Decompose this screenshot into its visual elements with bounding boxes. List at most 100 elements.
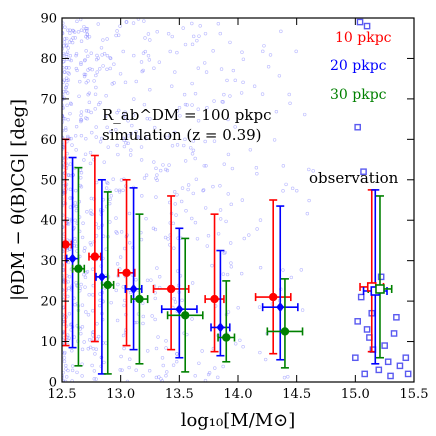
background-point [127, 211, 132, 216]
background-point [121, 114, 126, 118]
background-point [74, 124, 79, 129]
background-point [201, 188, 206, 192]
background-point [84, 310, 88, 314]
background-point [204, 70, 209, 74]
background-point [228, 40, 232, 45]
background-point [124, 20, 129, 24]
background-point [142, 19, 146, 23]
background-point [94, 377, 98, 381]
background-point [172, 297, 176, 301]
background-point [186, 183, 191, 187]
background-point [121, 136, 126, 141]
background-point [63, 116, 67, 121]
background-point [91, 347, 96, 351]
background-point [212, 99, 216, 103]
background-point [174, 359, 179, 364]
background-point [197, 361, 201, 365]
background-point [157, 375, 161, 379]
background-point [62, 236, 66, 241]
background-point [170, 34, 174, 39]
background-point [115, 231, 119, 235]
error-bar-20pkpc [160, 227, 198, 359]
background-point [72, 335, 77, 339]
background-point [191, 148, 196, 153]
background-point [63, 37, 67, 41]
background-point [139, 60, 144, 64]
background-point [233, 78, 237, 83]
data-point-30pkpc [135, 294, 144, 304]
background-point [62, 359, 67, 364]
background-point [164, 346, 168, 350]
background-point [115, 29, 119, 33]
background-point [123, 110, 127, 114]
background-point [70, 379, 74, 382]
background-point [131, 21, 136, 25]
y-axis-title: |θDM − θ(B)CG| [deg] [8, 99, 29, 301]
background-point [305, 211, 310, 216]
background-point [160, 379, 164, 382]
background-point [229, 202, 233, 207]
background-point [141, 68, 145, 73]
x-tick-label: 13.5 [165, 387, 194, 402]
background-point [119, 354, 123, 359]
background-point [274, 109, 279, 114]
observation-label: observation [309, 169, 399, 187]
background-point [79, 28, 84, 32]
background-point [68, 111, 72, 116]
background-point [200, 349, 204, 353]
background-point [165, 370, 169, 374]
background-point [82, 72, 87, 77]
background-point [84, 34, 88, 39]
background-point [62, 213, 65, 217]
observation-point [377, 273, 385, 281]
background-point [156, 335, 160, 339]
background-point [131, 113, 136, 117]
annotation-simulation: simulation (z = 0.39) [102, 126, 262, 144]
background-point [92, 79, 96, 83]
background-point [79, 119, 83, 124]
background-point [83, 275, 88, 280]
background-point [89, 51, 93, 55]
background-point [119, 230, 124, 234]
background-point [135, 320, 139, 325]
background-point [65, 103, 69, 108]
x-axis-ticks: 12.5 13.0 13.5 14.0 14.5 15.0 15.5 [48, 18, 428, 402]
background-point [193, 220, 198, 225]
background-point [173, 130, 177, 135]
background-point [236, 306, 240, 310]
background-point [98, 100, 102, 105]
background-point [134, 368, 138, 372]
background-point [64, 89, 68, 94]
background-point [108, 66, 112, 71]
background-point [64, 128, 68, 132]
y-tick-label: 0 [49, 376, 57, 391]
background-point [94, 73, 98, 78]
background-point [67, 312, 72, 316]
background-point [78, 79, 82, 84]
background-point [67, 247, 72, 251]
background-point [186, 187, 190, 192]
background-point [142, 102, 147, 107]
y-tick-label: 90 [40, 12, 57, 27]
background-point [62, 60, 65, 64]
background-point [62, 78, 66, 82]
background-point [155, 173, 159, 177]
background-point [116, 152, 120, 157]
background-point [175, 143, 180, 147]
background-point [205, 244, 209, 248]
background-point [94, 125, 98, 129]
background-point [96, 22, 100, 26]
background-point [105, 125, 109, 130]
legend-entry-20pkpc: 20 pkpc [330, 58, 387, 74]
background-point [127, 241, 132, 245]
background-point [226, 192, 230, 196]
background-point [185, 103, 189, 107]
background-point [141, 314, 145, 319]
observation-point [404, 370, 412, 378]
background-point [64, 76, 69, 80]
background-point [165, 135, 169, 140]
background-point [211, 184, 215, 189]
background-point [129, 148, 133, 152]
background-point [104, 94, 108, 98]
background-point [177, 106, 182, 110]
